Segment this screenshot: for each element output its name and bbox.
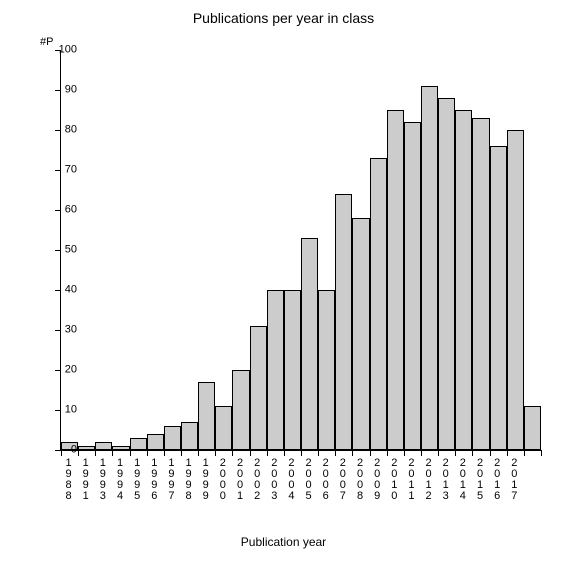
x-tick-label: 1997 <box>167 458 175 502</box>
bar <box>164 426 181 450</box>
bar <box>198 382 215 450</box>
x-tick <box>112 450 113 456</box>
y-tick-label: 0 <box>47 445 77 456</box>
plot-area <box>60 50 541 451</box>
y-tick-label: 70 <box>47 165 77 176</box>
bar <box>215 406 232 450</box>
x-tick-label: 2002 <box>253 458 261 502</box>
x-tick-label: 1991 <box>82 458 90 502</box>
y-tick-label: 50 <box>47 245 77 256</box>
y-tick-label: 20 <box>47 365 77 376</box>
chart-title: Publications per year in class <box>0 10 567 26</box>
x-tick-label: 1996 <box>150 458 158 502</box>
y-tick-label: 80 <box>47 125 77 136</box>
x-tick <box>472 450 473 456</box>
bar <box>284 290 301 450</box>
x-tick <box>147 450 148 456</box>
x-tick <box>95 450 96 456</box>
x-tick <box>198 450 199 456</box>
x-tick-label: 1998 <box>185 458 193 502</box>
x-tick-label: 2014 <box>459 458 467 502</box>
x-axis-title: Publication year <box>0 535 567 549</box>
x-tick <box>232 450 233 456</box>
bar <box>472 118 489 450</box>
x-tick-label: 2006 <box>322 458 330 502</box>
x-tick-label: 1995 <box>133 458 141 502</box>
x-tick <box>541 450 542 456</box>
x-tick <box>250 450 251 456</box>
bars-group <box>61 50 541 450</box>
x-tick-label: 2015 <box>476 458 484 502</box>
x-tick-label: 2013 <box>442 458 450 502</box>
x-tick-label: 2005 <box>305 458 313 502</box>
bar <box>524 406 541 450</box>
x-tick <box>455 450 456 456</box>
bar <box>112 446 129 450</box>
x-tick <box>490 450 491 456</box>
x-tick <box>267 450 268 456</box>
chart-container: Publications per year in class #P Public… <box>0 0 567 567</box>
bar <box>490 146 507 450</box>
x-tick-label: 2001 <box>236 458 244 502</box>
bar <box>455 110 472 450</box>
x-tick <box>335 450 336 456</box>
x-tick-label: 2012 <box>425 458 433 502</box>
x-tick <box>284 450 285 456</box>
bar <box>387 110 404 450</box>
x-tick <box>215 450 216 456</box>
x-tick-label: 2016 <box>493 458 501 502</box>
bar <box>95 442 112 450</box>
x-tick-label: 2004 <box>287 458 295 502</box>
y-tick-label: 30 <box>47 325 77 336</box>
bar <box>370 158 387 450</box>
y-tick-label: 90 <box>47 85 77 96</box>
x-tick-label: 1999 <box>202 458 210 502</box>
bar <box>318 290 335 450</box>
x-tick <box>387 450 388 456</box>
x-tick-label: 2011 <box>407 458 415 502</box>
bar <box>147 434 164 450</box>
x-tick-label: 1994 <box>116 458 124 502</box>
bar <box>267 290 284 450</box>
y-tick-label: 100 <box>47 45 77 56</box>
x-tick <box>507 450 508 456</box>
x-tick <box>318 450 319 456</box>
bar <box>181 422 198 450</box>
x-tick <box>524 450 525 456</box>
bar <box>130 438 147 450</box>
y-tick-label: 40 <box>47 285 77 296</box>
y-tick-label: 60 <box>47 205 77 216</box>
bar <box>404 122 421 450</box>
x-tick-label: 2003 <box>270 458 278 502</box>
bar <box>438 98 455 450</box>
x-tick-label: 1988 <box>65 458 73 502</box>
bar <box>352 218 369 450</box>
bar <box>232 370 249 450</box>
bar <box>78 446 95 450</box>
bar <box>335 194 352 450</box>
x-tick-label: 2007 <box>339 458 347 502</box>
x-tick-label: 2017 <box>510 458 518 502</box>
x-tick <box>130 450 131 456</box>
x-tick <box>78 450 79 456</box>
bar <box>421 86 438 450</box>
y-tick-label: 10 <box>47 405 77 416</box>
x-tick-label: 2010 <box>390 458 398 502</box>
bar <box>301 238 318 450</box>
x-tick <box>438 450 439 456</box>
x-tick-label: 2008 <box>356 458 364 502</box>
x-tick <box>301 450 302 456</box>
x-tick <box>164 450 165 456</box>
x-tick <box>181 450 182 456</box>
x-tick-label: 1993 <box>99 458 107 502</box>
x-tick-label: 2000 <box>219 458 227 502</box>
x-tick-label: 2009 <box>373 458 381 502</box>
x-tick <box>404 450 405 456</box>
bar <box>250 326 267 450</box>
bar <box>507 130 524 450</box>
x-tick <box>370 450 371 456</box>
x-tick <box>352 450 353 456</box>
x-tick <box>421 450 422 456</box>
